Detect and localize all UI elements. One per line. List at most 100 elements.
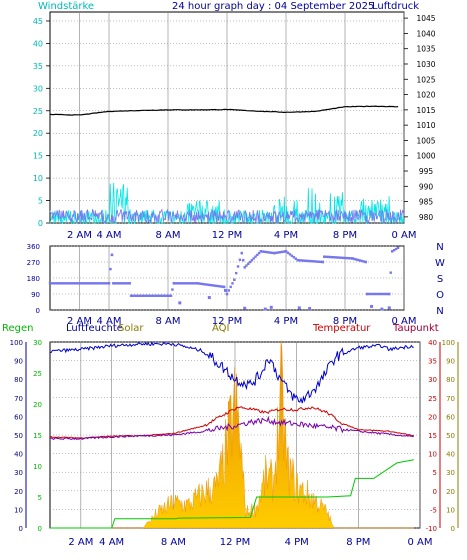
rain-y-tick-label: 15 bbox=[33, 432, 42, 440]
direction-point bbox=[148, 294, 151, 297]
direction-point bbox=[117, 282, 121, 285]
direction-point bbox=[151, 294, 155, 297]
direction-point bbox=[248, 260, 252, 264]
direction-point bbox=[205, 283, 209, 286]
direction-point bbox=[142, 294, 145, 297]
wind-y-tick-label: 0 bbox=[38, 219, 43, 228]
direction-point bbox=[282, 250, 286, 253]
direction-point bbox=[254, 255, 257, 258]
solar-y-tick-label: 90 bbox=[446, 358, 455, 366]
wind-y-tick-label: 30 bbox=[33, 84, 43, 93]
direction-point bbox=[354, 258, 358, 261]
direction-point bbox=[294, 257, 298, 260]
direction-compass-label: O bbox=[436, 290, 444, 301]
direction-point bbox=[181, 282, 185, 285]
direction-point bbox=[307, 259, 310, 263]
direction-point bbox=[229, 285, 232, 289]
direction-point bbox=[140, 294, 144, 297]
direction-x-tick-label: 8 AM bbox=[155, 316, 180, 327]
direction-point bbox=[171, 288, 174, 291]
direction-point bbox=[107, 282, 111, 285]
direction-point bbox=[243, 306, 247, 310]
direction-x-tick-label: 4 PM bbox=[274, 316, 298, 327]
direction-point bbox=[93, 282, 96, 285]
direction-x-tick-label: 4 AM bbox=[96, 316, 121, 327]
direction-point bbox=[81, 282, 85, 285]
pressure-y-tick-label: 1010 bbox=[416, 121, 435, 130]
solar-y-tick-label: 0 bbox=[451, 525, 455, 533]
direction-point bbox=[326, 255, 330, 259]
direction-point bbox=[370, 304, 374, 308]
wind-y-tick-label: 45 bbox=[33, 17, 43, 26]
legend-temperature: Temperatur bbox=[312, 323, 371, 334]
rain-y-tick-label: 5 bbox=[38, 494, 42, 502]
direction-x-tick-label: 0 AM bbox=[391, 316, 416, 327]
direction-point bbox=[362, 260, 365, 263]
direction-point bbox=[301, 259, 305, 262]
solar-y-tick-label: 10 bbox=[446, 506, 455, 514]
direction-point bbox=[189, 282, 192, 285]
pressure-y-tick-label: 980 bbox=[419, 213, 434, 222]
direction-point bbox=[89, 282, 92, 285]
wind-y-tick-label: 15 bbox=[33, 152, 43, 161]
direction-point bbox=[296, 259, 299, 262]
direction-point bbox=[198, 282, 201, 285]
pressure-y-tick-label: 995 bbox=[419, 167, 434, 176]
wind-y-tick-label: 25 bbox=[33, 107, 43, 116]
direction-point bbox=[52, 282, 55, 285]
direction-point bbox=[63, 282, 66, 285]
humidity-y-tick-label: 20 bbox=[14, 488, 23, 496]
direction-point bbox=[172, 282, 176, 285]
direction-point bbox=[74, 282, 78, 285]
direction-point bbox=[160, 294, 164, 297]
temperature-y-tick-label: -10 bbox=[426, 525, 437, 533]
direction-point bbox=[247, 262, 250, 265]
direction-point bbox=[364, 260, 367, 264]
direction-point bbox=[91, 282, 94, 285]
direction-point bbox=[169, 294, 173, 297]
direction-point bbox=[391, 250, 394, 253]
direction-point bbox=[119, 282, 122, 285]
direction-point bbox=[373, 292, 376, 296]
humidity-y-tick-label: 30 bbox=[14, 469, 23, 477]
solar-y-tick-label: 70 bbox=[446, 395, 455, 403]
direction-point bbox=[369, 292, 373, 296]
solar-y-tick-label: 80 bbox=[446, 376, 455, 384]
pressure-y-tick-label: 1040 bbox=[416, 29, 435, 38]
direction-point bbox=[310, 260, 314, 263]
direction-point bbox=[330, 255, 334, 259]
humidity-y-tick-label: 50 bbox=[14, 432, 23, 440]
temperature-y-tick-label: 20 bbox=[428, 413, 437, 421]
direction-x-tick-label: 12 PM bbox=[212, 316, 243, 327]
direction-point bbox=[146, 294, 149, 297]
direction-point bbox=[380, 292, 384, 296]
direction-point bbox=[87, 282, 90, 285]
direction-compass-label: N bbox=[436, 306, 443, 317]
direction-point bbox=[358, 259, 362, 262]
direction-point bbox=[243, 266, 246, 269]
direction-point bbox=[179, 282, 183, 285]
humidity-y-tick-label: 100 bbox=[10, 339, 23, 347]
direction-point bbox=[135, 294, 138, 297]
direction-point bbox=[124, 282, 128, 285]
direction-point bbox=[166, 294, 169, 297]
wind-y-tick-label: 35 bbox=[33, 62, 43, 71]
direction-point bbox=[265, 250, 268, 254]
direction-point bbox=[353, 257, 356, 261]
direction-point bbox=[252, 257, 255, 260]
direction-point bbox=[69, 282, 72, 285]
legend-dewpoint: Taupunkt bbox=[392, 323, 439, 334]
direction-y-tick-label: 90 bbox=[31, 291, 40, 299]
rain-y-tick-label: 25 bbox=[33, 370, 42, 378]
direction-point bbox=[309, 259, 312, 263]
direction-point bbox=[257, 251, 261, 255]
direction-point bbox=[78, 282, 81, 285]
pressure-y-tick-label: 1025 bbox=[416, 75, 435, 84]
solar-y-tick-label: 60 bbox=[446, 413, 455, 421]
solar-y-tick-label: 40 bbox=[446, 451, 455, 459]
direction-point bbox=[76, 282, 79, 285]
direction-point bbox=[318, 260, 321, 263]
wind-x-tick-label: 4 AM bbox=[96, 230, 121, 241]
direction-point bbox=[213, 284, 216, 287]
direction-point bbox=[316, 260, 319, 263]
